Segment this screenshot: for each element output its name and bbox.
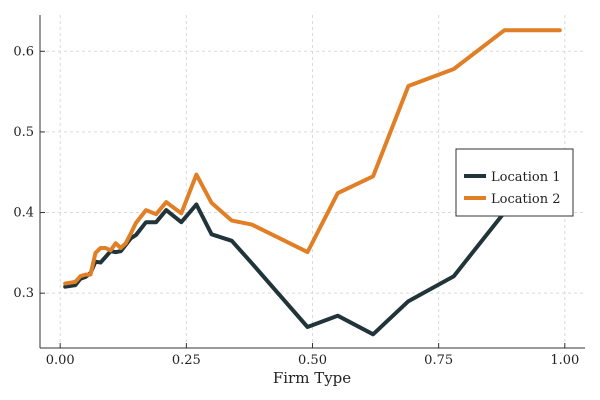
x-tick-label: 1.00 — [550, 353, 579, 368]
legend-box — [455, 148, 574, 217]
legend-label: Location 1 — [491, 170, 560, 185]
tick-labels: 0.00 0.25 0.50 0.75 1.00 0.3 0.4 0.5 0.6 — [13, 44, 579, 368]
x-tick-label: 0.50 — [298, 353, 327, 368]
grid-lines — [40, 15, 585, 348]
x-tick-label: 0.75 — [424, 353, 453, 368]
y-tick-label: 0.4 — [13, 206, 34, 221]
x-axis-title: Firm Type — [273, 369, 351, 387]
y-tick-label: 0.3 — [13, 286, 34, 301]
series-line-location-2 — [63, 28, 562, 286]
y-tick-label: 0.6 — [13, 44, 34, 59]
x-tick-label: 0.25 — [172, 353, 201, 368]
y-tick-label: 0.5 — [13, 125, 34, 140]
series-layer — [63, 28, 562, 337]
tick-marks — [40, 50, 566, 348]
x-tick-label: 0.00 — [46, 353, 75, 368]
legend-label: Location 2 — [491, 192, 560, 207]
legend: Location 1 Location 2 — [455, 148, 574, 217]
